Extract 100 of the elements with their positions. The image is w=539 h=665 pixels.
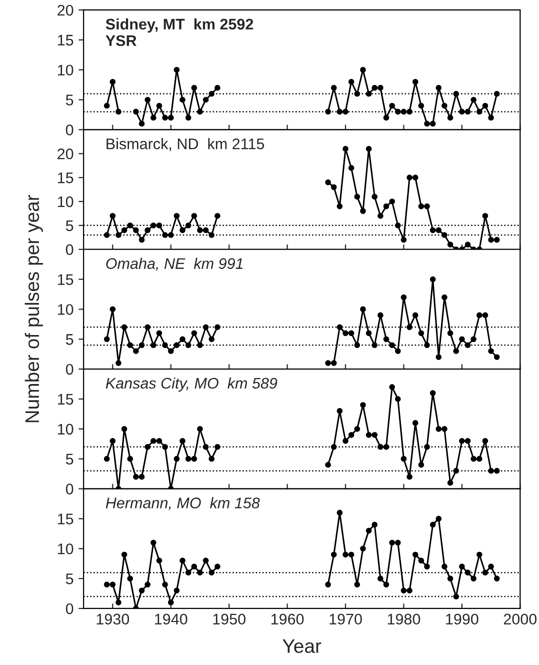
point (360, 208, 366, 214)
point (156, 438, 162, 444)
point (191, 564, 198, 570)
point (436, 354, 442, 360)
point (424, 203, 430, 210)
point (104, 336, 110, 342)
point (336, 108, 343, 115)
point (378, 312, 384, 318)
point (214, 84, 220, 91)
point (133, 227, 139, 234)
point (436, 84, 442, 91)
point (197, 227, 203, 234)
point (138, 120, 145, 127)
point (453, 348, 460, 354)
annotation: Hermann, MO km 158 (106, 497, 260, 510)
point (208, 456, 215, 462)
point (482, 212, 488, 219)
point (366, 90, 372, 97)
point (383, 114, 390, 121)
y-tick-label: 0 (66, 364, 74, 375)
y-tick-label: 5 (66, 334, 74, 345)
point (180, 558, 186, 564)
point (144, 96, 150, 103)
point (174, 342, 180, 348)
point (406, 474, 412, 480)
point (354, 582, 360, 588)
point (116, 360, 122, 366)
point (400, 294, 407, 300)
point (127, 342, 134, 348)
point (348, 330, 354, 336)
point (144, 444, 150, 450)
point (185, 222, 192, 228)
point (138, 588, 145, 594)
point (383, 444, 390, 450)
point (464, 438, 471, 444)
point (476, 456, 482, 462)
point (348, 432, 354, 438)
point (168, 348, 174, 354)
point (202, 444, 209, 450)
point (459, 564, 465, 570)
point (150, 540, 156, 546)
point (138, 236, 145, 243)
point (330, 360, 337, 366)
point (412, 78, 418, 85)
point (180, 336, 186, 342)
y-tick-label: 5 (66, 94, 74, 106)
point (372, 84, 378, 91)
point (430, 390, 436, 396)
x-tick-label: 1950 (213, 614, 246, 625)
y-tick-label: 20 (58, 4, 74, 16)
point (174, 456, 180, 462)
y-tick-label: 15 (58, 274, 74, 285)
point (412, 552, 418, 558)
y-tick-label: 10 (58, 196, 74, 208)
point (494, 576, 500, 582)
x-tick-label: 1970 (330, 614, 362, 625)
point (214, 444, 220, 450)
point (464, 570, 471, 576)
point (418, 558, 424, 564)
point (412, 420, 418, 426)
point (354, 194, 360, 200)
point (360, 546, 366, 552)
point (180, 438, 186, 444)
point (127, 222, 134, 228)
point (348, 78, 354, 85)
point (116, 232, 122, 238)
point (162, 232, 168, 238)
point (424, 444, 430, 450)
point (366, 146, 372, 152)
point (174, 66, 180, 73)
point (174, 212, 180, 219)
point (494, 354, 500, 360)
point (406, 588, 412, 594)
point (202, 558, 209, 564)
point (494, 236, 500, 243)
point (383, 203, 390, 210)
point (459, 438, 465, 444)
point (116, 600, 122, 606)
point (383, 582, 390, 588)
x-tick-label: 1960 (271, 614, 304, 625)
point (470, 456, 476, 462)
point (168, 232, 174, 238)
point (354, 426, 360, 432)
point (348, 165, 354, 171)
point (325, 179, 331, 186)
point (156, 330, 162, 336)
point (447, 242, 454, 248)
point (208, 570, 215, 576)
y-tick-label: 10 (58, 64, 74, 76)
point (436, 516, 442, 522)
point (459, 108, 465, 115)
point (110, 212, 116, 219)
point (442, 232, 448, 238)
point (150, 222, 156, 228)
point (372, 194, 378, 200)
point (418, 203, 424, 210)
point (482, 570, 488, 576)
y-tick-label: 5 (66, 574, 74, 584)
point (336, 510, 343, 516)
point (104, 232, 110, 238)
